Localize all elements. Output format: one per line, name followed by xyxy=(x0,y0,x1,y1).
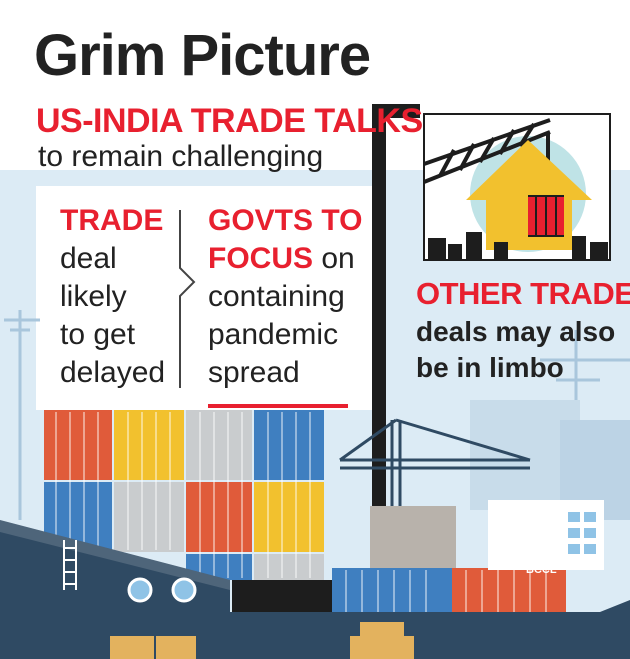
porthole xyxy=(127,577,153,603)
middle-focus-word: FOCUS xyxy=(208,242,313,275)
middle-line: spread xyxy=(208,356,300,389)
left-line: delayed xyxy=(60,356,166,389)
red-rule xyxy=(208,404,348,408)
container-ribs xyxy=(55,412,547,612)
left-line: likely xyxy=(60,280,127,313)
middle-on-word: on xyxy=(313,242,355,275)
subtitle-headline: US-INDIA TRADE TALKS xyxy=(36,102,423,140)
left-column: TRADE deal likely to get delayed xyxy=(60,202,165,392)
crane-arm xyxy=(372,104,420,118)
cargo-ship-icon xyxy=(0,520,630,659)
right-line: deals may also xyxy=(416,316,616,347)
crane-pole xyxy=(372,104,386,574)
right-heading: OTHER TRADE xyxy=(416,276,630,311)
middle-line: pandemic xyxy=(208,318,339,351)
city-skyline-icon xyxy=(428,232,608,260)
loading-crane xyxy=(339,418,531,560)
text-panel-white xyxy=(36,186,376,410)
page-title: Grim Picture xyxy=(34,23,371,88)
credit-label: BCCL xyxy=(526,564,557,576)
middle-heading: GOVTS TO xyxy=(208,204,363,237)
middle-column: GOVTS TO FOCUS on containing pandemic sp… xyxy=(208,202,362,392)
ship-hull-stripe xyxy=(0,520,230,590)
porthole xyxy=(171,577,197,603)
subtitle-text: to remain challenging xyxy=(38,140,324,173)
right-text: deals may also be in limbo xyxy=(416,314,615,386)
right-line: be in limbo xyxy=(416,352,564,383)
left-line: deal xyxy=(60,242,117,275)
zigzag-divider xyxy=(179,210,196,388)
middle-line: containing xyxy=(208,280,345,313)
ship-ladder xyxy=(63,540,77,590)
left-line: to get xyxy=(60,318,136,351)
middle-heading-line2: FOCUS on xyxy=(208,240,362,278)
house-arrow-icon xyxy=(466,140,592,250)
background-crane-left xyxy=(4,310,40,520)
left-heading: TRADE xyxy=(60,204,164,237)
